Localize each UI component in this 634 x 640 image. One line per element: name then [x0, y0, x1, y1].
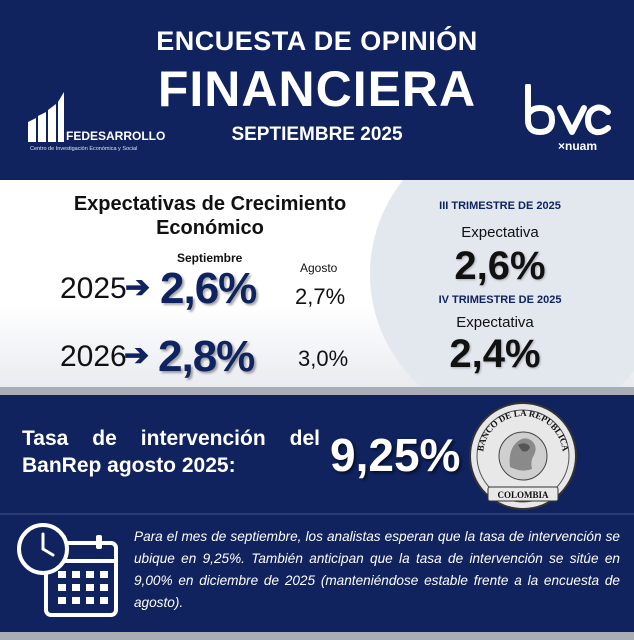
divider	[0, 632, 634, 640]
growth-2026-current: 2,8%	[158, 332, 255, 381]
arrow-right-icon: ➔	[125, 271, 151, 304]
q3-heading: III TRIMESTRE DE 2025	[439, 200, 561, 212]
arrow-right-icon: ➔	[124, 339, 150, 372]
seal-bottom-text: COLOMBIA	[497, 490, 549, 500]
bvc-logo-icon	[525, 84, 611, 136]
fedesarrollo-subtitle: Centro de Investigación Económica y Soci…	[30, 146, 138, 152]
note-text: Para el mes de septiembre, los analistas…	[134, 529, 620, 610]
current-month-label: Septiembre	[177, 251, 243, 265]
title-line-1: ENCUESTA DE OPINIÓN	[156, 26, 478, 56]
bank-seal: BANCO DE LA REPUBLICA COLOMBIA	[469, 402, 577, 510]
quarter-circle-background	[370, 180, 634, 387]
growth-section: Expectativas de Crecimiento Económico Se…	[0, 180, 634, 387]
rate-value: 9,25%	[330, 429, 461, 481]
growth-heading: Expectativas de Crecimiento Económico	[73, 193, 347, 239]
divider	[0, 387, 634, 395]
q4-heading: IV TRIMESTRE DE 2025	[438, 294, 562, 306]
fedesarrollo-logo-icon	[28, 92, 64, 142]
year-2026: 2026	[60, 340, 127, 373]
rate-label-line-1: Tasa de intervención del	[22, 427, 320, 450]
q4-label: Expectativa	[456, 314, 534, 331]
q4-value: 2,4%	[449, 332, 541, 376]
previous-month-label: Agosto	[300, 261, 338, 275]
rate-label-line-2: BanRep agosto 2025:	[22, 454, 236, 477]
title-line-2: FINANCIERA	[157, 61, 477, 117]
calendar-icon	[17, 523, 118, 617]
bvc-subtitle: ×nuam	[558, 139, 598, 153]
fedesarrollo-name: FEDESARROLLO	[66, 129, 166, 143]
q3-value: 2,6%	[454, 244, 546, 288]
growth-2025-current: 2,6%	[160, 264, 257, 313]
q3-label: Expectativa	[461, 224, 539, 241]
growth-2026-previous: 3,0%	[298, 346, 349, 371]
report-date: SEPTIEMBRE 2025	[231, 124, 403, 145]
year-2025: 2025	[60, 272, 127, 305]
growth-2025-previous: 2,7%	[295, 284, 346, 309]
